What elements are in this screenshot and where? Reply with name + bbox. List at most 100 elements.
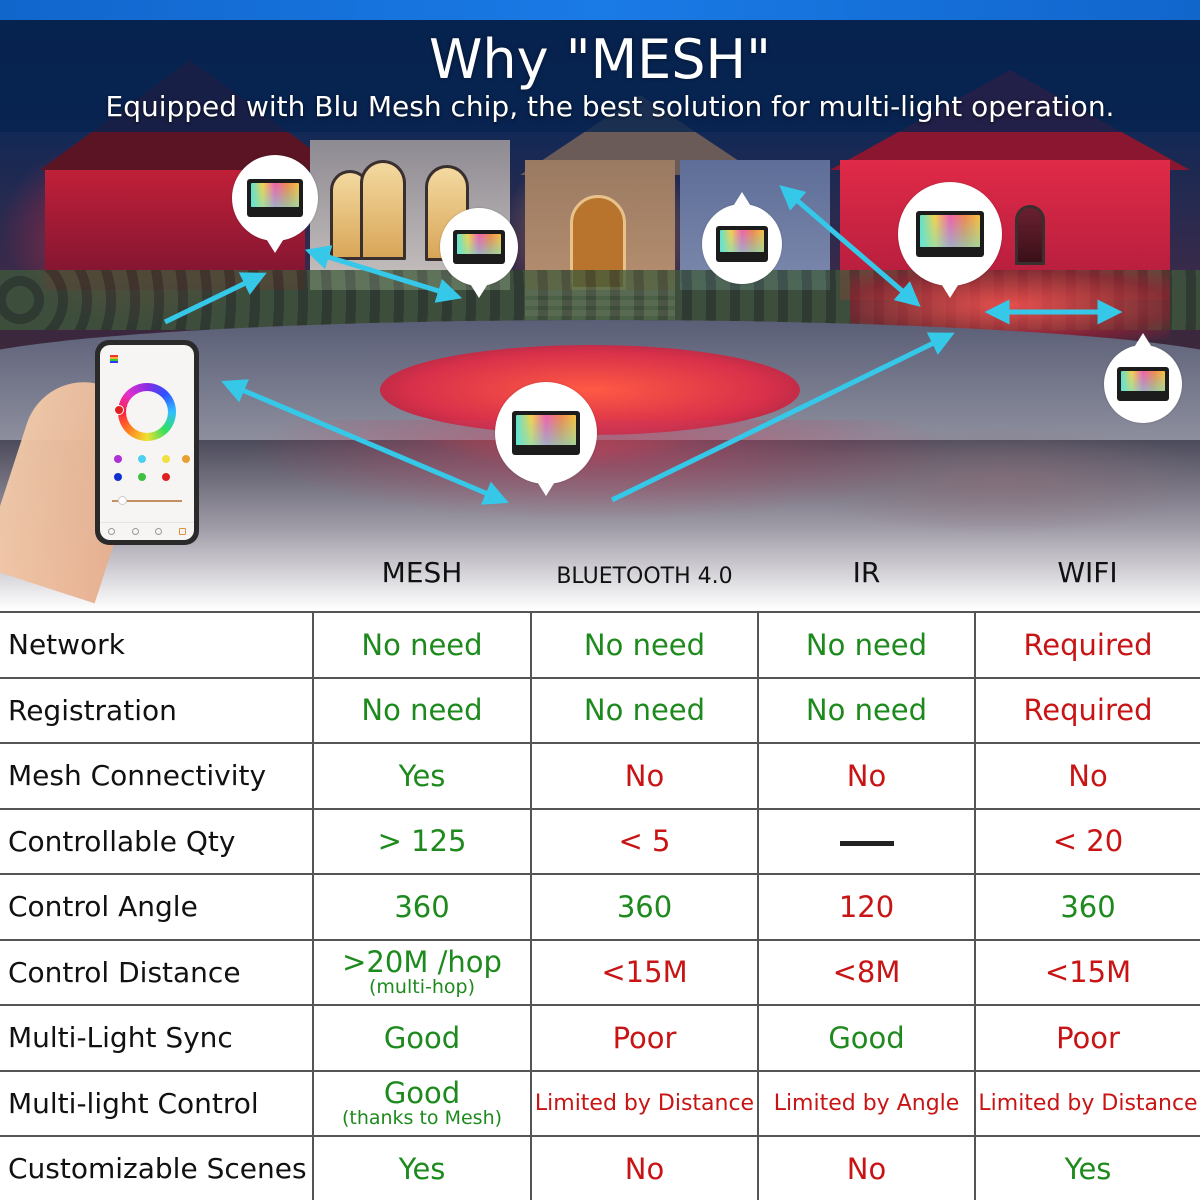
row-label: Multi-Light Sync: [0, 1004, 314, 1072]
tab-icon-active: [178, 528, 186, 535]
title-band: [0, 20, 1200, 132]
table-row: Control Distance >20M /hop (multi-hop) <15M…: [0, 938, 1200, 1006]
cell-value: Limited by Distance: [534, 1090, 755, 1116]
row-label: Multi-light Control: [0, 1069, 314, 1137]
rainbow-icon: [110, 355, 118, 363]
cell-value: Yes: [1064, 1151, 1112, 1186]
cell-ir: [757, 807, 976, 875]
cell-value: Good: [828, 1020, 905, 1055]
table-row: Multi-Light Sync Good Poor Good Poor: [0, 1004, 1200, 1072]
cell-ir: No need: [757, 611, 976, 679]
cell-mesh: Good: [312, 1004, 532, 1072]
floodlight-bubble-front-bushes: [440, 208, 518, 286]
page-subtitle: Equipped with Blu Mesh chip, the best so…: [105, 90, 1115, 123]
house-window: [1015, 205, 1045, 265]
cell-bluetooth: No: [530, 742, 759, 810]
cell-bluetooth: No: [530, 1135, 759, 1200]
cell-value: No: [1068, 758, 1108, 793]
cell-wifi: <15M: [974, 938, 1200, 1006]
cell-value: Good: [383, 1076, 461, 1111]
floodlight-icon: [1117, 366, 1169, 402]
cell-bluetooth: No need: [530, 611, 759, 679]
table-row: Multi-light Control Good (thanks to Mesh) L…: [0, 1069, 1200, 1137]
cell-value: No need: [583, 693, 706, 728]
cell-value: No need: [583, 627, 706, 662]
floodlight-icon: [915, 211, 985, 257]
tab-icon: [108, 528, 116, 535]
table-row: Controllable Qty > 125 < 5 < 20: [0, 807, 1200, 875]
column-header-wifi: WIFI: [1057, 556, 1118, 589]
floodlight-icon: [453, 229, 505, 265]
tab-icon: [155, 528, 163, 535]
cell-value: Limited by Distance: [978, 1090, 1198, 1116]
cell-mesh: No need: [312, 676, 532, 744]
cell-bluetooth: < 5: [530, 807, 759, 875]
floodlight-icon: [512, 410, 580, 456]
column-header-ir: IR: [852, 556, 881, 589]
cell-ir: Limited by Angle: [757, 1069, 976, 1137]
cell-value: No need: [805, 693, 928, 728]
cell-mesh: Yes: [312, 742, 532, 810]
cell-value: No: [624, 758, 665, 793]
cell-value: No: [846, 1151, 887, 1186]
comparison-table: Network No need No need No need Required Regi…: [0, 611, 1200, 1200]
cell-value: 120: [838, 889, 895, 924]
row-label: Registration: [0, 676, 314, 744]
tab-icon: [131, 528, 139, 535]
floodlight-bubble-flowerbed: [495, 382, 597, 484]
floodlight-bubble-right-house: [898, 182, 1002, 286]
table-row: Network No need No need No need Required: [0, 611, 1200, 679]
cell-value: No need: [361, 693, 483, 728]
color-swatch: [182, 455, 190, 463]
row-label: Network: [0, 611, 314, 679]
cell-value: Limited by Angle: [773, 1090, 960, 1116]
color-wheel: [118, 383, 176, 441]
cell-wifi: Limited by Distance: [974, 1069, 1200, 1137]
cell-wifi: Yes: [974, 1135, 1200, 1200]
cell-wifi: Required: [974, 676, 1200, 744]
column-header-mesh: MESH: [381, 556, 463, 589]
floodlight-bubble-center-door: [702, 204, 782, 284]
color-wheel-knob: [114, 405, 124, 415]
row-label: Mesh Connectivity: [0, 742, 314, 810]
cell-ir: No: [757, 1135, 976, 1200]
cell-value: Required: [1023, 693, 1153, 728]
brightness-slider: [112, 500, 182, 502]
page-title: Why "MESH": [428, 28, 771, 91]
color-swatch: [138, 473, 146, 481]
cell-bluetooth: Limited by Distance: [530, 1069, 759, 1137]
cell-value: Poor: [1056, 1020, 1120, 1055]
color-swatch: [162, 455, 170, 463]
comparison-column-headers: MESH BLUETOOTH 4.0 IR WIFI: [0, 556, 1200, 600]
cell-value: Yes: [398, 758, 446, 793]
cell-value: < 20: [1052, 824, 1124, 859]
cell-mesh: 360: [312, 873, 532, 941]
cell-value: <15M: [1044, 955, 1132, 990]
cell-ir: 120: [757, 873, 976, 941]
cell-value: No need: [361, 627, 483, 662]
cell-bluetooth: <15M: [530, 938, 759, 1006]
row-label: Controllable Qty: [0, 807, 314, 875]
cell-mesh: > 125: [312, 807, 532, 875]
hero-scene: Why "MESH" Equipped with Blu Mesh chip, …: [0, 0, 1200, 610]
cell-mesh: Good (thanks to Mesh): [312, 1069, 532, 1137]
cell-ir: No: [757, 742, 976, 810]
cell-mesh: No need: [312, 611, 532, 679]
cell-value: 360: [1060, 889, 1116, 924]
cell-value: > 125: [377, 824, 467, 859]
row-label: Control Angle: [0, 873, 314, 941]
cell-wifi: No: [974, 742, 1200, 810]
table-row: Registration No need No need No need Require…: [0, 676, 1200, 744]
cell-value: No need: [805, 627, 928, 662]
floodlight-bubble-far-right: [1104, 345, 1182, 423]
table-row: Mesh Connectivity Yes No No No: [0, 742, 1200, 810]
color-swatch: [162, 473, 170, 481]
cell-bluetooth: 360: [530, 873, 759, 941]
cell-value: 360: [394, 889, 450, 924]
cell-wifi: Required: [974, 611, 1200, 679]
cell-ir: <8M: [757, 938, 976, 1006]
floodlight-icon: [246, 179, 304, 217]
brightness-slider-knob: [118, 496, 127, 505]
top-band: [0, 0, 1200, 20]
cell-value: Required: [1023, 627, 1153, 662]
